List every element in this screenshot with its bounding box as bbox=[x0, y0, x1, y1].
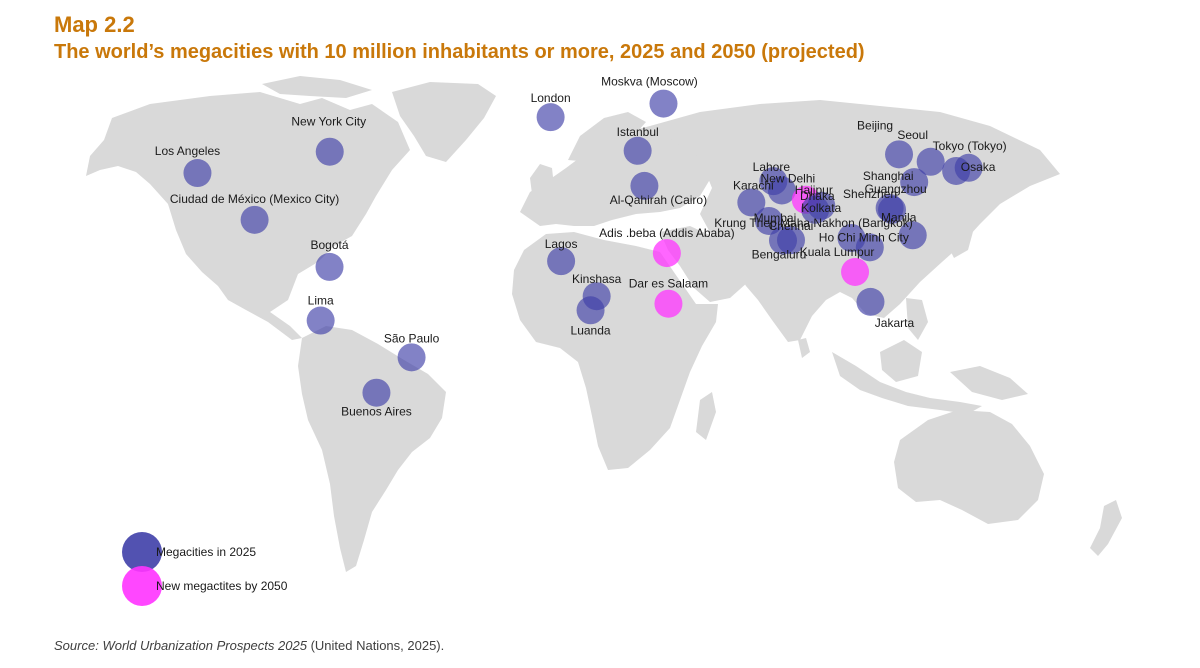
city-label-osaka: Osaka bbox=[961, 160, 996, 174]
land-europe bbox=[520, 126, 712, 226]
map-number: Map 2.2 bbox=[54, 12, 135, 37]
city-label-new-york-city: New York City bbox=[291, 115, 366, 129]
city-bubble-jakarta bbox=[856, 287, 885, 316]
land-philippines bbox=[906, 298, 928, 340]
city-bubble-buenos-aires bbox=[362, 378, 391, 407]
city-bubble-lima bbox=[306, 306, 335, 335]
city-label-hajipur: Hajipur bbox=[795, 183, 833, 197]
city-bubble-s-o-paulo bbox=[397, 343, 426, 372]
city-label-mumbai: Mumbai bbox=[754, 211, 797, 225]
city-bubble-mumbai bbox=[754, 206, 783, 235]
land-greenland bbox=[392, 82, 496, 162]
city-bubble-karachi bbox=[737, 188, 766, 217]
city-label-al-qahirah-cairo: Al-Qahirah (Cairo) bbox=[610, 193, 707, 207]
city-bubble-los-angeles bbox=[183, 159, 212, 188]
map-legend: Megacities in 2025 New megactites by 205… bbox=[122, 532, 288, 606]
city-label-dhaka: Dhaka bbox=[800, 189, 835, 203]
city-label-jakarta: Jakarta bbox=[875, 316, 915, 330]
city-bubble-istanbul bbox=[623, 136, 652, 165]
source-prefix: Source: bbox=[54, 638, 99, 653]
city-label-lahore: Lahore bbox=[753, 160, 791, 174]
land-scandinavia bbox=[568, 112, 646, 162]
city-label-lagos: Lagos bbox=[545, 237, 578, 251]
city-label-buenos-aires: Buenos Aires bbox=[341, 405, 412, 419]
city-label-bogot: Bogotá bbox=[311, 238, 349, 252]
city-label-shenzhen: Shenzhen bbox=[843, 187, 897, 201]
city-bubble-al-qahirah-cairo bbox=[630, 171, 659, 200]
city-label-kolkata: Kolkata bbox=[801, 201, 841, 215]
source-suffix: (United Nations, 2025). bbox=[310, 638, 445, 653]
city-label-istanbul: Istanbul bbox=[617, 125, 659, 139]
city-bubble-dar-es-salaam bbox=[654, 289, 683, 318]
city-bubble-seoul bbox=[916, 147, 945, 176]
city-label-s-o-paulo: São Paulo bbox=[384, 331, 440, 345]
city-bubble-luanda bbox=[576, 296, 605, 325]
city-bubble-beijing bbox=[885, 140, 914, 169]
city-bubble-manila bbox=[898, 221, 927, 250]
land-new-zealand bbox=[1090, 500, 1122, 556]
land-sri-lanka bbox=[798, 338, 810, 358]
city-label-seoul: Seoul bbox=[897, 128, 928, 142]
city-bubble-new-delhi bbox=[767, 176, 796, 205]
city-label-beijing: Beijing bbox=[857, 118, 893, 132]
city-label-new-delhi: New Delhi bbox=[761, 171, 816, 185]
city-label-karachi: Karachi bbox=[733, 178, 774, 192]
city-label-lima: Lima bbox=[308, 294, 334, 308]
city-bubble-osaka bbox=[942, 156, 971, 185]
city-bubble-shanghai bbox=[900, 168, 929, 197]
city-bubble-moskva-moscow bbox=[649, 89, 678, 118]
city-label-manila: Manila bbox=[881, 210, 917, 224]
city-label-krung-thep-maha-nakhon-bangkok: Krung Thep Maha Nakhon (Bangkok) bbox=[714, 216, 913, 230]
city-label-kuala-lumpur: Kuala Lumpur bbox=[800, 245, 875, 259]
city-label-adis-beba-addis-ababa: Adis .beba (Addis Ababa) bbox=[599, 226, 734, 240]
city-bubble-ho-chi-minh-city bbox=[855, 233, 884, 262]
city-bubble-bengaluru bbox=[768, 226, 797, 255]
city-bubble-new-york-city bbox=[315, 137, 344, 166]
source-note: Source: World Urbanization Prospects 202… bbox=[54, 638, 444, 653]
city-bubble-guangzhou bbox=[875, 193, 904, 222]
city-bubble-ciudad-de-m-xico-mexico-city bbox=[240, 205, 269, 234]
legend-swatch-2025 bbox=[122, 532, 162, 572]
land-japan bbox=[940, 196, 974, 258]
city-bubbles bbox=[183, 89, 983, 407]
city-label-kinshasa: Kinshasa bbox=[572, 272, 622, 286]
city-bubble-adis-beba-addis-ababa bbox=[652, 239, 681, 268]
land-madagascar bbox=[696, 392, 716, 440]
city-label-london: London bbox=[531, 91, 571, 105]
city-label-bengaluru: Bengaluru bbox=[752, 247, 807, 261]
city-label-ho-chi-minh-city: Ho Chi Minh City bbox=[819, 230, 909, 244]
land-south-america bbox=[298, 326, 446, 572]
map-header: Map 2.2 The world’s megacities with 10 m… bbox=[54, 12, 865, 64]
land-new-guinea bbox=[950, 366, 1028, 400]
city-label-ciudad-de-m-xico-mexico-city: Ciudad de México (Mexico City) bbox=[170, 192, 339, 206]
legend-swatch-2050 bbox=[122, 566, 162, 606]
city-bubble-kuala-lumpur bbox=[841, 257, 870, 286]
land-australia bbox=[894, 410, 1044, 524]
city-label-moskva-moscow: Moskva (Moscow) bbox=[601, 75, 698, 89]
city-label-guangzhou: Guangzhou bbox=[865, 182, 927, 196]
city-bubble-lagos bbox=[547, 247, 576, 276]
source-publication: World Urbanization Prospects 2025 bbox=[102, 638, 307, 653]
city-label-tokyo-tokyo: Tokyo (Tokyo) bbox=[933, 139, 1007, 153]
map-title: The world’s megacities with 10 million i… bbox=[54, 41, 865, 63]
city-label-luanda: Luanda bbox=[571, 323, 611, 337]
city-label-los-angeles: Los Angeles bbox=[155, 144, 220, 158]
city-bubble-london bbox=[536, 103, 565, 132]
land-arctic-islands bbox=[262, 76, 372, 98]
city-bubble-kolkata bbox=[801, 195, 830, 224]
land-borneo bbox=[880, 340, 922, 382]
city-label-chennai: Chennai bbox=[769, 219, 814, 233]
land-indonesia bbox=[832, 352, 982, 414]
legend-label-2050: New megactites by 2050 bbox=[156, 579, 288, 593]
city-label-shanghai: Shanghai bbox=[863, 169, 914, 183]
city-bubble-bogot bbox=[315, 252, 344, 281]
legend-label-2025: Megacities in 2025 bbox=[156, 545, 256, 559]
city-labels: Los Angeles New York City Ciudad de México… bbox=[155, 75, 1007, 419]
land-uk bbox=[530, 164, 554, 196]
city-label-dar-es-salaam: Dar es Salaam bbox=[629, 277, 708, 291]
